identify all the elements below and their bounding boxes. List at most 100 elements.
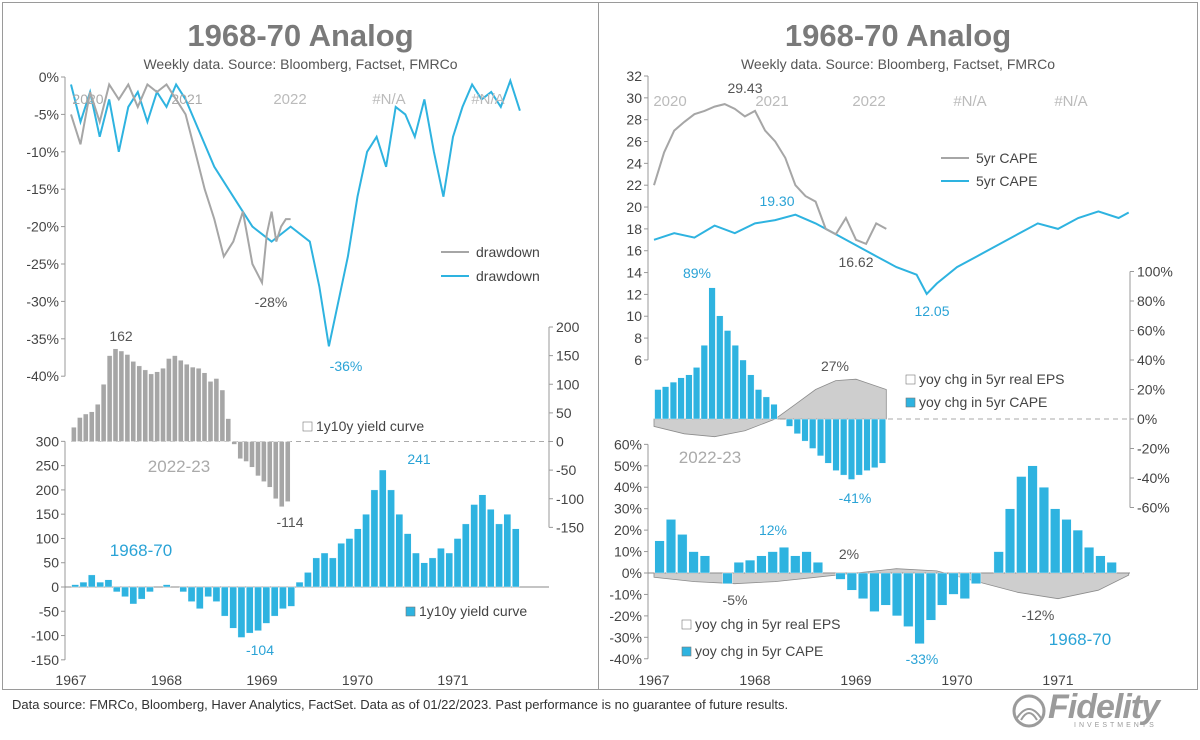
blue-period-cape-yoy-bar bbox=[993, 551, 1004, 574]
cape-axis-tick-label: 32 bbox=[626, 68, 642, 84]
blue-curve-bar bbox=[146, 586, 154, 593]
annotation-blue-eps-mid: 2% bbox=[839, 546, 859, 562]
gray-curve-bar bbox=[136, 365, 142, 442]
pct-axis-left-tick-label: 10% bbox=[614, 544, 642, 560]
blue-period-cape-yoy-bar bbox=[892, 572, 903, 617]
blue-curve-bar bbox=[503, 514, 512, 588]
gray-curve-bar bbox=[201, 372, 208, 442]
cape-axis-tick-label: 26 bbox=[626, 134, 642, 150]
blue-curve-bar bbox=[445, 552, 454, 588]
x-axis-tick-label: 1970 bbox=[342, 672, 373, 688]
pct-axis-left-tick-label: -10% bbox=[609, 586, 642, 602]
x-axis-tick-label: 1971 bbox=[1042, 672, 1073, 688]
legend-gray-eps-label: yoy chg in 5yr real EPS bbox=[919, 371, 1065, 387]
top-year-label: #N/A bbox=[953, 93, 986, 110]
cape-axis-tick-label: 20 bbox=[626, 199, 642, 215]
blue-curve-bar bbox=[512, 528, 520, 588]
blue-curve-bar bbox=[379, 469, 387, 588]
annotation-gray-cape-yoy-min: -41% bbox=[839, 490, 872, 506]
legend-gray-drawdown-label: drawdown bbox=[476, 244, 540, 260]
blue-curve-bar bbox=[345, 538, 354, 588]
gray-period-cape-yoy-bar bbox=[731, 345, 739, 420]
top-year-label: 2020 bbox=[653, 93, 686, 110]
blue-period-cape-yoy-bar bbox=[1005, 508, 1016, 574]
period-label-blue: 1968-70 bbox=[110, 541, 172, 560]
gray-curve-bar bbox=[94, 404, 101, 442]
blue-period-eps-area bbox=[653, 568, 1130, 600]
gray-curve-bar bbox=[112, 348, 119, 442]
pct-axis-right-tick-label: 40% bbox=[1137, 352, 1165, 368]
blue-period-cape-yoy-bar bbox=[699, 555, 710, 574]
left-drawdown-axis-tick-label: -5% bbox=[34, 106, 59, 122]
left-curve-axis-tick-label: 50 bbox=[43, 555, 59, 571]
cape-axis-tick-label: 8 bbox=[634, 330, 642, 346]
blue-period-cape-yoy-bar bbox=[722, 572, 733, 584]
annotation-gray-cape-min: 16.62 bbox=[838, 254, 873, 270]
cape-axis-tick-label: 30 bbox=[626, 90, 642, 106]
blue-period-cape-yoy-bar bbox=[665, 519, 676, 574]
blue-period-cape-yoy-bar bbox=[1061, 519, 1072, 574]
left-drawdown-axis-tick-label: -25% bbox=[26, 256, 59, 272]
gray-eps-area bbox=[653, 378, 887, 438]
pct-axis-right-tick-label: 60% bbox=[1137, 323, 1165, 339]
blue-curve-bar bbox=[437, 548, 445, 588]
annotation-gray-eps-max: 27% bbox=[821, 358, 849, 374]
left-curve-axis-tick-label: 0 bbox=[51, 579, 59, 595]
annotation-blue-cape-yoy-min: -33% bbox=[906, 651, 939, 667]
gray-period-cape-yoy-bar bbox=[770, 404, 778, 420]
gray-drawdown-line bbox=[70, 82, 291, 287]
pct-axis-left-tick-label: 40% bbox=[614, 479, 642, 495]
cape-axis-tick-label: 14 bbox=[626, 265, 642, 281]
cape-axis-tick-label: 22 bbox=[626, 177, 642, 193]
annotation-blue-drawdown-min: -36% bbox=[330, 358, 363, 374]
blue-curve-bar bbox=[370, 489, 379, 588]
gray-curve-bar bbox=[106, 355, 113, 442]
gray-curve-bar bbox=[100, 384, 107, 442]
blue-period-cape-yoy-bar bbox=[1106, 562, 1117, 574]
blue-curve-bar bbox=[362, 514, 370, 588]
left-chart-panel: 1968-70 Analog Weekly data. Source: Bloo… bbox=[2, 2, 599, 690]
legend-blue-curve-label: 1y10y yield curve bbox=[419, 603, 527, 619]
blue-period-cape-yoy-bar bbox=[971, 572, 982, 584]
gray-curve-bar bbox=[124, 354, 131, 442]
blue-period-cape-yoy-bar bbox=[1027, 465, 1038, 574]
blue-curve-bar bbox=[71, 584, 79, 588]
annotation-blue-cape-yoy-max: 12% bbox=[759, 522, 787, 538]
cape-axis-tick-label: 18 bbox=[626, 221, 642, 237]
right-chart: 32 30 28 26 24 22 20 18 16 14 12 10 8 6 100% 80% 60% 40% 2… bbox=[609, 68, 1173, 688]
left-curve-axis-tick-label: 150 bbox=[36, 506, 60, 522]
gray-period-cape-yoy-bar bbox=[708, 287, 716, 420]
blue-curve-bar bbox=[121, 586, 129, 597]
gray-curve-bar bbox=[183, 364, 190, 442]
right-curve-axis-tick-label: 150 bbox=[556, 348, 580, 364]
blue-period-cape-yoy-bar bbox=[869, 572, 880, 612]
gray-period-cape-yoy-bar bbox=[662, 386, 670, 420]
blue-curve-bar bbox=[495, 523, 503, 588]
top-year-label: 2021 bbox=[755, 93, 788, 110]
blue-period-cape-yoy-bar bbox=[1016, 476, 1027, 574]
right-curve-axis-tick-label: 0 bbox=[556, 434, 564, 450]
blue-curve-bar bbox=[470, 504, 478, 588]
left-curve-axis-tick-label: 250 bbox=[36, 458, 60, 474]
right-curve-axis-tick-label: -150 bbox=[556, 519, 584, 535]
left-chart: 0% -5% -10% -15% -20% -25% -30% -35% -40% 300 250 2… bbox=[26, 69, 584, 688]
blue-period-cape-yoy-bar bbox=[756, 555, 767, 574]
gray-period-cape-yoy-bar bbox=[816, 418, 824, 457]
annotation-blue-eps-min2: -12% bbox=[1022, 607, 1055, 623]
blue-curve-bar bbox=[237, 586, 246, 638]
gray-curve-bar bbox=[118, 350, 125, 442]
blue-curve-bar bbox=[187, 586, 196, 602]
period-label-blue: 1968-70 bbox=[1049, 630, 1111, 649]
top-year-label-2022: 2022 bbox=[273, 91, 306, 108]
blue-curve-bar bbox=[79, 581, 88, 588]
blue-period-cape-yoy-bar bbox=[903, 572, 914, 627]
gray-curve-bar bbox=[225, 418, 232, 442]
right-curve-axis-tick-label: 100 bbox=[556, 376, 580, 392]
legend-gray-cape-label: 5yr CAPE bbox=[976, 150, 1037, 166]
right-chart-subtitle: Weekly data. Source: Bloomberg, Factset,… bbox=[740, 56, 1056, 72]
cape-axis-tick-label: 12 bbox=[626, 286, 642, 302]
pct-axis-right-tick-label: 20% bbox=[1137, 382, 1165, 398]
legend-blue-drawdown-label: drawdown bbox=[476, 268, 540, 284]
pct-axis-right-tick-label: -20% bbox=[1137, 441, 1170, 457]
gray-period-cape-yoy-bar bbox=[747, 374, 755, 420]
